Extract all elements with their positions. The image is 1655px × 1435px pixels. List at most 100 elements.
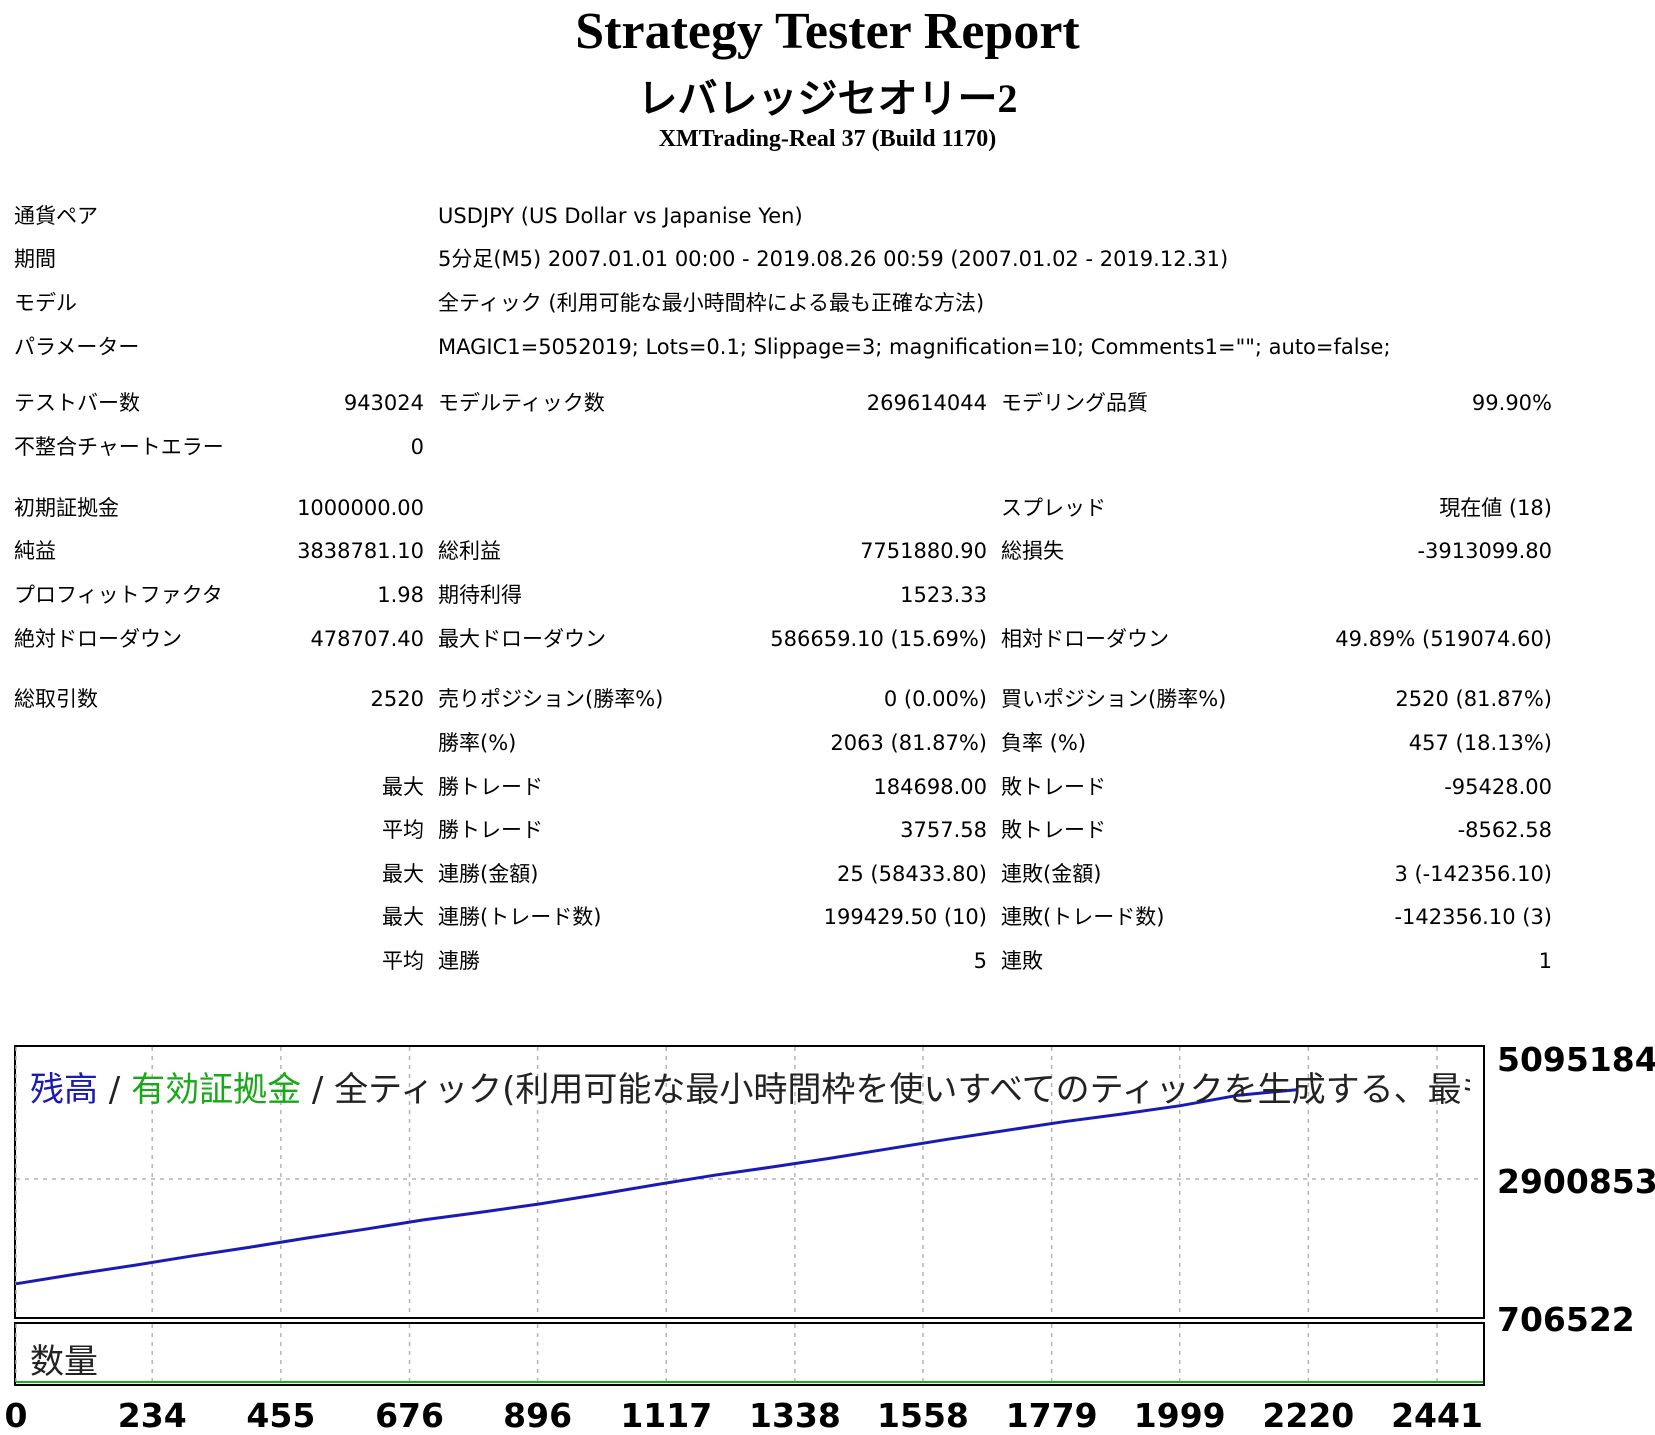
label-model-ticks: モデルティック数 (438, 391, 605, 415)
ea-name: レバレッジセオリー2 (637, 76, 1018, 121)
label-abs-drawdown: 絶対ドローダウン (14, 627, 182, 651)
value-avg-cons-losses: 1 (1538, 949, 1552, 973)
value-gross-loss: -3913099.80 (1417, 539, 1552, 563)
info-label-parameters: パラメーター (14, 335, 140, 359)
prefix-average-2: 平均 (382, 949, 424, 973)
prefix-average: 平均 (382, 818, 424, 842)
label-avg-win: 勝トレード (438, 818, 543, 842)
x-tick-label: 0 (4, 1396, 28, 1435)
x-tick-label: 1338 (748, 1396, 841, 1435)
x-tick-label: 455 (246, 1396, 316, 1435)
prefix-max-2: 最大 (382, 905, 424, 929)
value-short-positions: 0 (0.00%) (883, 687, 987, 711)
label-largest-loss: 敗トレード (1001, 775, 1106, 799)
label-total-trades: 総取引数 (14, 687, 98, 711)
volume-panel (14, 1322, 1485, 1386)
y-tick-label: 2900853 (1497, 1162, 1655, 1201)
label-spread: スプレッド (1001, 496, 1106, 520)
value-expected-payoff: 1523.33 (900, 583, 987, 607)
value-long-positions: 2520 (81.87%) (1395, 687, 1552, 711)
label-short-positions: 売りポジション(勝率%) (438, 687, 664, 711)
label-expected-payoff: 期待利得 (438, 583, 522, 607)
balance-line (15, 1088, 1297, 1286)
value-rel-drawdown: 49.89% (519074.60) (1335, 627, 1552, 651)
legend-separator-1: / (98, 1070, 132, 1110)
value-model-quality: 99.90% (1471, 391, 1552, 415)
label-cons-wins-amount: 連勝(金額) (438, 862, 539, 886)
label-avg-loss: 敗トレード (1001, 818, 1106, 842)
info-label-symbol: 通貨ペア (14, 204, 98, 228)
x-tick-label: 1779 (1005, 1396, 1098, 1435)
info-label-period: 期間 (14, 247, 56, 271)
chart-legend: 残高 / 有効証拠金 / 全ティック(利用可能な最小時間枠を使いすべてのティック… (30, 1062, 1470, 1111)
legend-balance: 残高 (30, 1070, 98, 1110)
label-cons-wins-count: 連勝(トレード数) (438, 905, 602, 929)
label-profit-factor: プロフィットファクタ (14, 583, 223, 607)
info-label-model: モデル (14, 291, 77, 315)
value-model-ticks: 269614044 (866, 391, 987, 415)
label-gross-profit: 総利益 (438, 539, 501, 563)
value-abs-drawdown: 478707.40 (310, 627, 424, 651)
server-info: XMTrading-Real 37 (Build 1170) (658, 126, 997, 152)
label-win-rate: 勝率(%) (438, 731, 517, 755)
info-value-symbol: USDJPY (US Dollar vs Japanise Yen) (438, 204, 803, 228)
label-rel-drawdown: 相対ドローダウン (1001, 627, 1169, 651)
label-cons-losses-count: 連敗(トレード数) (1001, 905, 1165, 929)
label-largest-win: 勝トレード (438, 775, 543, 799)
x-tick-label: 1558 (877, 1396, 969, 1435)
info-value-model: 全ティック (利用可能な最小時間枠による最も正確な方法) (438, 291, 985, 315)
value-loss-rate: 457 (18.13%) (1408, 731, 1552, 755)
value-avg-loss: -8562.58 (1457, 818, 1552, 842)
report-title: Strategy Tester Report (575, 3, 1080, 60)
y-tick-label: 706522 (1497, 1300, 1635, 1339)
value-initial-deposit: 1000000.00 (297, 496, 424, 520)
label-cons-losses-amount: 連敗(金額) (1001, 862, 1102, 886)
value-test-bars: 943024 (343, 391, 424, 415)
legend-separator-2: / (301, 1070, 335, 1110)
label-loss-rate: 負率 (%) (1001, 731, 1087, 755)
label-model-quality: モデリング品質 (1001, 391, 1148, 415)
prefix-largest: 最大 (382, 775, 424, 799)
value-mismatch: 0 (410, 435, 424, 459)
value-largest-win: 184698.00 (873, 775, 987, 799)
label-avg-cons-wins: 連勝 (438, 949, 480, 973)
value-cons-wins-count: 199429.50 (10) (823, 905, 987, 929)
value-net-profit: 3838781.10 (297, 539, 424, 563)
legend-equity: 有効証拠金 (131, 1070, 302, 1110)
label-net-profit: 純益 (14, 539, 56, 563)
x-tick-label: 676 (375, 1396, 444, 1435)
y-tick-label: 5095184 (1497, 1040, 1655, 1079)
x-tick-label: 234 (117, 1396, 187, 1435)
value-total-trades: 2520 (370, 687, 424, 711)
x-tick-label: 2220 (1262, 1396, 1355, 1435)
value-profit-factor: 1.98 (377, 583, 424, 607)
info-value-parameters: MAGIC1=5052019; Lots=0.1; Slippage=3; ma… (438, 335, 1391, 359)
label-max-drawdown: 最大ドローダウン (438, 627, 606, 651)
label-avg-cons-losses: 連敗 (1001, 949, 1043, 973)
x-tick-label: 1117 (620, 1396, 713, 1435)
value-max-drawdown: 586659.10 (15.69%) (770, 627, 987, 651)
label-mismatch: 不整合チャートエラー (14, 435, 224, 459)
value-gross-profit: 7751880.90 (860, 539, 987, 563)
label-long-positions: 買いポジション(勝率%) (1001, 687, 1227, 711)
x-tick-label: 1999 (1133, 1396, 1226, 1435)
prefix-max-1: 最大 (382, 862, 424, 886)
label-initial-deposit: 初期証拠金 (14, 496, 119, 520)
x-tick-label: 896 (503, 1396, 573, 1435)
value-avg-win: 3757.58 (900, 818, 987, 842)
label-gross-loss: 総損失 (1001, 539, 1064, 563)
value-avg-cons-wins: 5 (973, 949, 987, 973)
label-test-bars: テストバー数 (14, 391, 140, 415)
volume-label: 数量 (30, 1342, 98, 1382)
value-cons-losses-amount: 3 (-142356.10) (1394, 862, 1552, 886)
balance-chart-panel (14, 1045, 1485, 1319)
x-tick-label: 2441 (1391, 1396, 1483, 1435)
value-cons-losses-count: -142356.10 (3) (1394, 905, 1552, 929)
legend-model-description: 全ティック(利用可能な最小時間枠を使いすべてのティックを生成する、最も (334, 1070, 1470, 1110)
value-cons-wins-amount: 25 (58433.80) (837, 862, 987, 886)
value-largest-loss: -95428.00 (1444, 775, 1552, 799)
value-spread: 現在値 (18) (1439, 496, 1552, 520)
info-value-period: 5分足(M5) 2007.01.01 00:00 - 2019.08.26 00… (438, 247, 1229, 271)
value-win-rate: 2063 (81.87%) (830, 731, 987, 755)
